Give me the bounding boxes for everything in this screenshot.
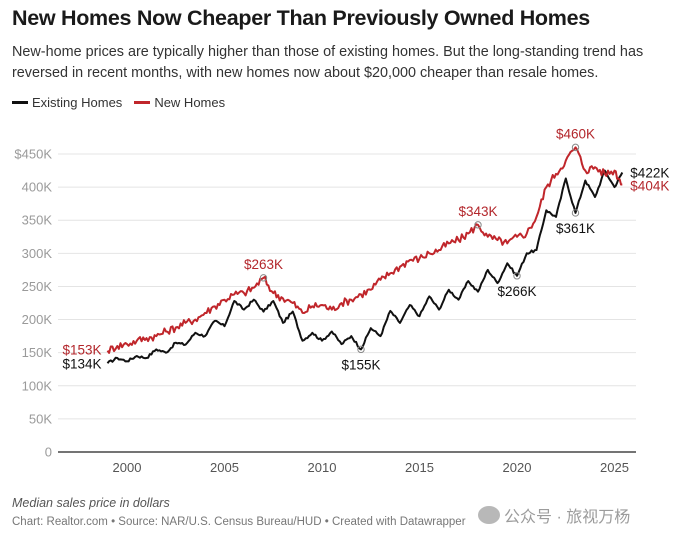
annotation-label: $266K [497, 284, 536, 299]
y-tick-label: 350K [22, 213, 53, 228]
annotation-label: $153K [62, 343, 101, 358]
x-tick-label: 2020 [503, 460, 532, 475]
annotation-marker [513, 272, 521, 280]
y-tick-label: 100K [22, 378, 53, 393]
x-tick-label: 2010 [308, 460, 337, 475]
y-tick-label: 0 [45, 445, 52, 460]
watermark: 公众号 · 旅视万杨 [478, 503, 630, 527]
wechat-icon [478, 506, 500, 524]
x-tick-label: 2025 [600, 460, 629, 475]
y-tick-label: 400K [22, 180, 53, 195]
series-line-new-homes [106, 146, 623, 354]
legend-swatch-new [134, 101, 151, 104]
y-tick-label: 50K [29, 411, 52, 426]
chart-subtitle: New-home prices are typically higher tha… [12, 44, 644, 81]
legend-label-existing: Existing Homes [32, 95, 123, 110]
annotation-marker [571, 143, 580, 152]
annotation-label: $263K [244, 257, 283, 272]
x-tick-label: 2015 [405, 460, 434, 475]
series-line-existing-homes [106, 169, 624, 364]
annotation-label: $361K [556, 221, 595, 236]
annotation-marker [474, 221, 482, 229]
x-tick-label: 2005 [210, 460, 239, 475]
legend-item-existing: Existing Homes [12, 95, 122, 110]
y-tick-label: 150K [22, 345, 53, 360]
annotation-label: $155K [341, 357, 380, 372]
annotation-label: $422K [630, 166, 669, 181]
x-tick-label: 2000 [113, 460, 142, 475]
chart-credit: Chart: Realtor.com • Source: NAR/U.S. Ce… [12, 516, 466, 528]
legend: Existing Homes New Homes [12, 95, 225, 110]
legend-item-new: New Homes [134, 95, 225, 110]
chart-note: Median sales price in dollars [12, 496, 170, 510]
annotation-marker [571, 209, 580, 217]
y-tick-label: 250K [22, 279, 53, 294]
annotation-label: $460K [556, 126, 595, 141]
annotation-label: $404K [630, 178, 669, 193]
watermark-text: 公众号 · 旅视万杨 [504, 509, 631, 526]
legend-label-new: New Homes [154, 95, 226, 110]
chart-title: New Homes Now Cheaper Than Previously Ow… [12, 6, 590, 30]
y-tick-label: $450K [14, 147, 52, 162]
legend-swatch-existing [12, 101, 28, 104]
annotation-label: $134K [62, 356, 101, 371]
annotation-marker [357, 345, 365, 354]
annotation-label: $343K [458, 204, 497, 219]
annotation-marker [259, 274, 268, 282]
y-tick-label: 200K [22, 312, 53, 327]
y-tick-label: 300K [22, 246, 53, 261]
